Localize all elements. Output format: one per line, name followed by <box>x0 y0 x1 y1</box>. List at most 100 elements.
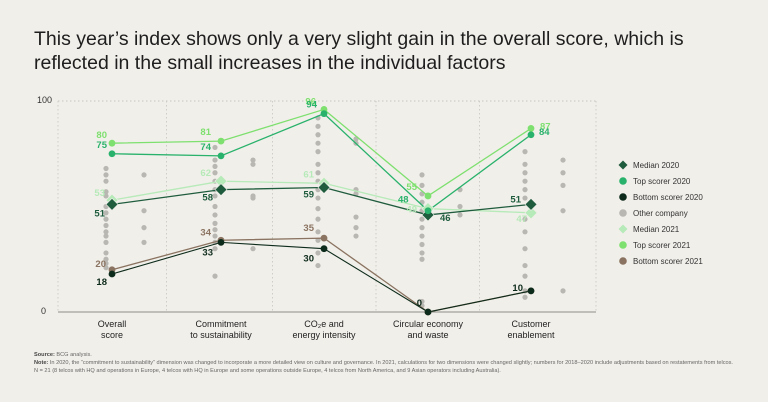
data-label-median2021: 47 <box>516 214 527 225</box>
other-company-point <box>419 172 425 178</box>
other-company-point <box>250 157 256 163</box>
other-company-point <box>250 161 256 167</box>
data-label-median2021: 53 <box>94 188 105 199</box>
marker-bottom2020 <box>108 270 116 278</box>
data-label-top2020: 94 <box>306 100 317 111</box>
data-label-median2020: 58 <box>202 193 213 204</box>
other-company-point <box>212 157 218 163</box>
source-label: Source: <box>34 352 55 358</box>
circle-marker-icon <box>619 241 627 249</box>
note-text: In 2020, the “commitment to sustainabili… <box>34 360 733 374</box>
data-label-median2020: 51 <box>94 208 105 219</box>
other-company-point <box>315 262 321 269</box>
data-label-bottom2020: 33 <box>202 247 213 258</box>
data-label-top2021: 81 <box>200 127 211 138</box>
circle-marker-icon <box>619 257 627 265</box>
other-company-point <box>250 195 256 201</box>
series-line-median2020 <box>111 186 532 216</box>
data-label-top2021: 87 <box>540 121 551 132</box>
data-label-median2021: 61 <box>303 169 314 180</box>
other-company-point <box>141 208 147 214</box>
x-category-label: and waste <box>407 330 448 340</box>
other-company-point <box>212 212 218 218</box>
other-company-point <box>103 229 109 235</box>
note-label: Note: <box>34 360 49 366</box>
other-company-point <box>419 182 425 188</box>
other-company-point <box>353 225 359 231</box>
marker-top2020 <box>424 207 432 215</box>
legend-label: Top scorer 2020 <box>633 176 691 186</box>
data-label-median2021: 49 <box>406 205 417 216</box>
other-company-point <box>315 170 321 176</box>
other-company-point <box>353 214 359 220</box>
marker-median2020 <box>317 181 331 194</box>
legend-item: Top scorer 2020 <box>618 173 703 189</box>
other-company-point <box>103 239 109 245</box>
y-tick-label: 0 <box>41 306 46 316</box>
other-company-point <box>103 178 109 184</box>
data-labels: 53 62 61 49 47 80 81 96 55 87 20 34 35 51 58 59 46 51 75 74… <box>94 96 550 309</box>
other-company-point <box>103 165 109 172</box>
data-label-median2021: 62 <box>200 168 211 179</box>
legend-item: Median 2020 <box>618 157 703 173</box>
other-company-point <box>522 229 528 235</box>
legend-item: Bottom scorer 2020 <box>618 189 703 205</box>
legend-label: Bottom scorer 2020 <box>633 192 703 202</box>
other-company-point <box>315 161 321 167</box>
data-label-median2020: 46 <box>440 213 451 224</box>
legend-label: Top scorer 2021 <box>633 240 691 250</box>
legend-item: Top scorer 2021 <box>618 237 703 253</box>
other-company-point <box>315 216 321 222</box>
other-company-point <box>212 246 218 252</box>
other-company-point <box>457 212 463 218</box>
y-tick-label: 100 <box>37 95 52 105</box>
other-company-point <box>212 144 218 151</box>
other-company-point <box>103 250 109 256</box>
x-category-label: score <box>101 330 123 340</box>
other-company-point <box>250 246 256 252</box>
data-label-bottom2020: 18 <box>96 277 107 288</box>
other-company-point <box>522 149 528 155</box>
footnote: Note: In 2020, the “commitment to sustai… <box>34 360 734 375</box>
marker-bottom2020 <box>424 308 432 316</box>
other-company-point <box>212 203 218 210</box>
diamond-marker-icon <box>618 160 628 170</box>
data-label-bottom2021: 34 <box>200 227 211 238</box>
other-company-point <box>522 161 528 167</box>
other-company-point <box>522 178 528 184</box>
other-company-point <box>315 229 321 235</box>
other-company-point <box>103 265 109 271</box>
other-company-point <box>103 210 109 216</box>
series-lines <box>111 108 532 313</box>
other-company-point <box>522 195 528 201</box>
other-company-point <box>522 246 528 252</box>
other-company-point <box>522 294 528 300</box>
other-company-point <box>560 170 566 176</box>
other-company-point <box>522 273 528 279</box>
other-company-point <box>212 233 218 239</box>
data-label-median2020: 51 <box>510 194 521 205</box>
marker-top2021 <box>424 192 432 200</box>
marker-top2021 <box>217 137 225 145</box>
marker-top2020 <box>527 131 535 139</box>
x-category-label: to sustainability <box>190 330 252 340</box>
legend-label: Bottom scorer 2021 <box>633 256 703 266</box>
data-label-median2020: 59 <box>303 190 314 201</box>
circle-marker-icon <box>619 177 627 185</box>
other-company-point <box>419 233 425 239</box>
other-company-point <box>560 182 566 188</box>
x-category-label: Commitment <box>195 319 247 329</box>
other-company-point <box>419 250 425 256</box>
other-company-point <box>212 273 218 279</box>
other-company-point <box>522 187 528 193</box>
other-company-point <box>212 170 218 176</box>
other-company-point <box>522 216 528 222</box>
data-label-top2021: 96 <box>305 96 316 107</box>
data-label-bottom2020: 10 <box>512 283 523 294</box>
chart-title: This year’s index shows only a very slig… <box>34 28 684 74</box>
other-company-point <box>103 222 109 229</box>
data-label-bottom2021: 20 <box>95 259 106 270</box>
data-label-bottom2020: 0 <box>417 298 422 309</box>
